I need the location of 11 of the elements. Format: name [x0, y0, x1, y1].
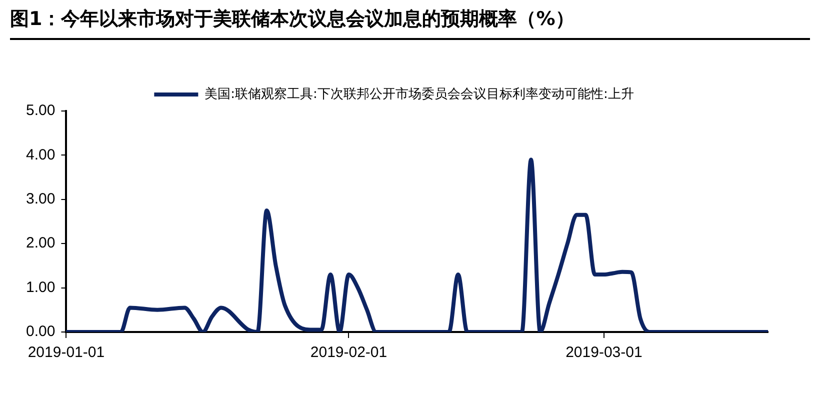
legend-label: 美国:联储观察工具:下次联邦公开市场委员会会议目标利率变动可能性:上升	[204, 86, 634, 102]
y-tick-label: 3.00	[26, 190, 56, 208]
x-tick-label: 2019-02-01	[310, 344, 388, 362]
y-tick-label: 5.00	[26, 102, 56, 120]
chart-title: 图1：今年以来市场对于美联储本次议息会议加息的预期概率（%）	[10, 6, 810, 40]
y-tick-label: 1.00	[26, 278, 56, 296]
x-tick-label: 2019-01-01	[28, 344, 105, 362]
x-tick-label: 2019-03-01	[566, 344, 642, 362]
y-tick-label: 4.00	[26, 146, 56, 164]
y-tick-label: 2.00	[26, 234, 56, 252]
y-tick-label: 0.00	[26, 323, 56, 340]
